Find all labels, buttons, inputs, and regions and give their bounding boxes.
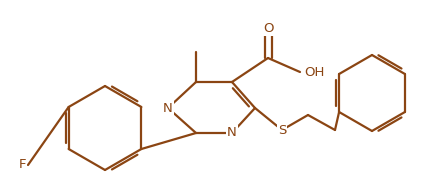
Text: F: F (18, 159, 26, 172)
Text: OH: OH (304, 65, 324, 79)
Text: N: N (163, 102, 173, 114)
Text: S: S (278, 123, 286, 136)
Text: O: O (263, 22, 273, 34)
Text: N: N (227, 126, 237, 140)
